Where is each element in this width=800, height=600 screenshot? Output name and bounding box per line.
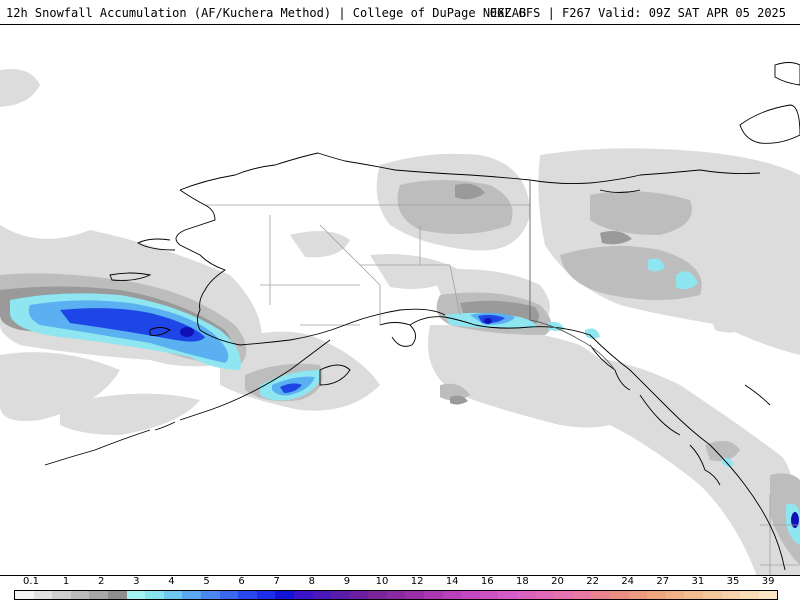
legend-labels: 0.1 1 2 3 4 5 6 7 8 9 10 12 14 16 18 20 22 24 27 31 35 39 bbox=[0, 576, 800, 588]
legend-label: 7 bbox=[273, 576, 280, 587]
legend-label: 10 bbox=[375, 576, 389, 587]
legend-swatch bbox=[182, 591, 201, 599]
legend-swatch bbox=[572, 591, 592, 599]
legend-label: 2 bbox=[98, 576, 105, 587]
legend-swatch bbox=[405, 591, 425, 599]
legend-swatch bbox=[70, 591, 90, 599]
legend-label: 18 bbox=[516, 576, 529, 587]
legend-color-bar bbox=[14, 590, 779, 600]
legend-swatch bbox=[498, 591, 518, 599]
legend-label: 31 bbox=[691, 576, 705, 587]
legend-label: 5 bbox=[203, 576, 210, 587]
legend-label: 4 bbox=[168, 576, 175, 587]
legend-label: 6 bbox=[238, 576, 245, 587]
legend-swatch bbox=[107, 591, 127, 599]
legend-swatch bbox=[647, 591, 666, 599]
legend-swatch bbox=[256, 591, 276, 599]
legend-swatch bbox=[145, 591, 164, 599]
legend-label: 9 bbox=[343, 576, 351, 587]
legend-label: 24 bbox=[621, 576, 635, 587]
snowfall-map bbox=[0, 62, 800, 575]
legend-swatch bbox=[386, 591, 406, 599]
country-border bbox=[529, 180, 616, 371]
legend-swatch bbox=[126, 591, 146, 599]
legend-swatch bbox=[628, 591, 648, 599]
legend-swatch bbox=[591, 591, 610, 599]
legend-swatch bbox=[349, 591, 369, 599]
legend-swatch bbox=[163, 591, 183, 599]
legend-swatch bbox=[517, 591, 536, 599]
legend-label: 8 bbox=[308, 576, 315, 587]
snow-deep-blue-areas bbox=[180, 318, 799, 528]
legend-swatch bbox=[479, 591, 499, 599]
legend-swatch bbox=[740, 591, 759, 599]
legend-swatch bbox=[219, 591, 239, 599]
legend-swatch bbox=[293, 591, 313, 599]
legend-swatch bbox=[200, 591, 220, 599]
legend-label: 16 bbox=[480, 576, 494, 587]
legend-swatch bbox=[312, 591, 332, 599]
legend-swatch bbox=[331, 591, 350, 599]
chart-title: 12h Snowfall Accumulation (AF/Kuchera Me… bbox=[6, 6, 527, 20]
legend-label: 35 bbox=[726, 576, 740, 587]
legend-swatch bbox=[535, 591, 555, 599]
legend-swatch bbox=[758, 591, 778, 599]
legend-swatch bbox=[684, 591, 703, 599]
legend-swatch bbox=[368, 591, 387, 599]
legend-swatch bbox=[665, 591, 685, 599]
legend-swatch bbox=[424, 591, 443, 599]
legend-swatch bbox=[89, 591, 108, 599]
legend-label: 39 bbox=[761, 576, 775, 587]
header: 12h Snowfall Accumulation (AF/Kuchera Me… bbox=[0, 0, 800, 24]
legend-swatch bbox=[238, 591, 257, 599]
legend-swatch bbox=[15, 591, 34, 599]
legend-swatch bbox=[52, 591, 71, 599]
map-panel[interactable] bbox=[0, 24, 800, 576]
legend-label: 0.1 bbox=[23, 576, 39, 587]
legend-swatch bbox=[442, 591, 462, 599]
legend-swatch bbox=[275, 591, 294, 599]
legend-label: 1 bbox=[62, 576, 70, 587]
legend-swatch bbox=[721, 591, 741, 599]
legend-swatch bbox=[33, 591, 53, 599]
legend-label: 14 bbox=[445, 576, 459, 587]
legend-label: 20 bbox=[551, 576, 564, 587]
borough-boundaries bbox=[205, 204, 800, 575]
legend-swatch bbox=[702, 591, 722, 599]
legend-label: 22 bbox=[586, 576, 599, 587]
legend-label: 3 bbox=[133, 576, 140, 587]
color-legend: 0.1 1 2 3 4 5 6 7 8 9 10 12 14 16 18 20 22 24 27 31 35 39 bbox=[0, 576, 800, 600]
legend-swatch bbox=[461, 591, 480, 599]
legend-label: 27 bbox=[656, 576, 670, 587]
coastlines bbox=[44, 62, 800, 571]
legend-label: 12 bbox=[410, 576, 424, 587]
run-info: 06Z GFS | F267 Valid: 09Z SAT APR 05 202… bbox=[489, 6, 786, 20]
legend-swatch bbox=[610, 591, 629, 599]
legend-swatch bbox=[554, 591, 573, 599]
